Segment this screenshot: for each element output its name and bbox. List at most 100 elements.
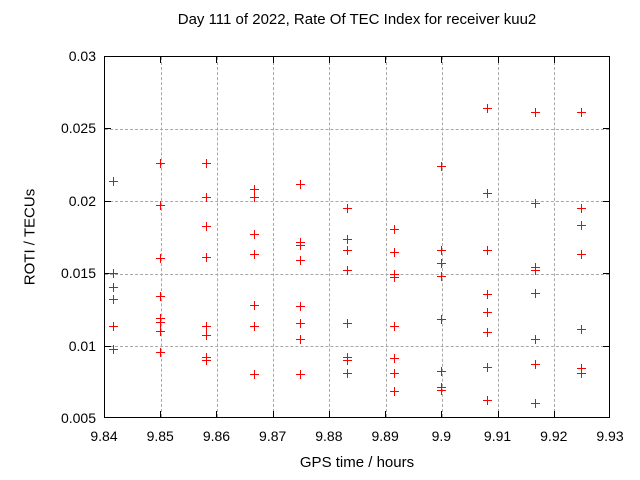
data-point-marker bbox=[530, 359, 540, 369]
data-point-marker bbox=[577, 107, 587, 117]
data-point-marker bbox=[249, 300, 259, 310]
x-tick-label: 9.85 bbox=[146, 428, 174, 444]
y-axis-label: ROTI / TECUs bbox=[21, 188, 39, 286]
x-tick-mark-bottom bbox=[216, 411, 218, 417]
vertical-gridline bbox=[441, 57, 443, 417]
data-point-marker bbox=[342, 355, 352, 365]
y-tick-label: 0.02 bbox=[68, 192, 96, 209]
vertical-gridline bbox=[554, 57, 556, 417]
y-tick-mark-right bbox=[603, 345, 609, 347]
y-tick-label: 0.005 bbox=[60, 410, 96, 426]
data-point-marker bbox=[202, 330, 212, 340]
data-point-marker bbox=[577, 203, 587, 213]
x-tick-mark-bottom bbox=[160, 411, 162, 417]
data-point-marker bbox=[342, 319, 352, 329]
data-point-marker bbox=[483, 189, 493, 199]
data-point-marker bbox=[436, 245, 446, 255]
data-point-marker bbox=[249, 229, 259, 239]
x-tick-mark-top bbox=[441, 57, 443, 63]
data-point-marker bbox=[483, 362, 493, 372]
data-point-marker bbox=[483, 396, 493, 406]
x-tick-mark-top bbox=[553, 57, 555, 63]
y-tick-label: 0.03 bbox=[68, 48, 96, 64]
y-tick-mark-right bbox=[603, 200, 609, 202]
data-point-marker bbox=[483, 328, 493, 338]
data-point-marker bbox=[249, 193, 259, 203]
x-tick-mark-bottom bbox=[272, 411, 274, 417]
data-point-marker bbox=[530, 265, 540, 275]
data-point-marker bbox=[202, 322, 212, 332]
data-point-marker bbox=[483, 307, 493, 317]
x-tick-mark-bottom bbox=[441, 411, 443, 417]
data-point-marker bbox=[530, 107, 540, 117]
x-tick-label: 9.87 bbox=[259, 428, 287, 444]
horizontal-gridline bbox=[105, 201, 609, 203]
data-point-marker bbox=[436, 271, 446, 281]
data-point-marker bbox=[155, 291, 165, 301]
data-point-marker bbox=[202, 355, 212, 365]
data-point-marker bbox=[109, 294, 119, 304]
horizontal-gridline bbox=[105, 128, 609, 130]
data-point-marker bbox=[530, 199, 540, 209]
horizontal-gridline bbox=[105, 346, 609, 348]
y-tick-mark-right bbox=[603, 128, 609, 130]
data-point-marker bbox=[109, 268, 119, 278]
data-point-marker bbox=[155, 158, 165, 168]
x-tick-label: 9.84 bbox=[90, 428, 118, 444]
data-point-marker bbox=[249, 249, 259, 259]
data-point-marker bbox=[530, 288, 540, 298]
x-tick-mark-top bbox=[216, 57, 218, 63]
data-point-marker bbox=[342, 203, 352, 213]
data-point-marker bbox=[483, 245, 493, 255]
x-tick-label: 9.93 bbox=[596, 428, 624, 444]
data-point-marker bbox=[296, 241, 306, 251]
data-point-marker bbox=[342, 235, 352, 245]
y-tick-mark-left bbox=[105, 200, 111, 202]
data-point-marker bbox=[577, 220, 587, 230]
vertical-gridline bbox=[385, 57, 387, 417]
data-point-marker bbox=[202, 252, 212, 262]
y-tick-mark-left bbox=[105, 273, 111, 275]
data-point-marker bbox=[155, 317, 165, 327]
data-point-marker bbox=[436, 367, 446, 377]
x-tick-label: 9.88 bbox=[315, 428, 343, 444]
data-point-marker bbox=[155, 326, 165, 336]
data-point-marker bbox=[436, 258, 446, 268]
data-point-marker bbox=[390, 322, 400, 332]
data-point-marker bbox=[296, 180, 306, 190]
data-point-marker bbox=[296, 302, 306, 311]
data-point-marker bbox=[390, 225, 400, 235]
x-tick-mark-top bbox=[497, 57, 499, 63]
data-point-marker bbox=[436, 385, 446, 395]
x-tick-mark-top bbox=[272, 57, 274, 63]
data-point-marker bbox=[390, 248, 400, 258]
data-point-marker bbox=[577, 325, 587, 335]
y-tick-label: 0.025 bbox=[60, 120, 96, 137]
vertical-gridline bbox=[160, 57, 162, 417]
x-tick-label: 9.91 bbox=[483, 428, 512, 444]
data-point-marker bbox=[296, 370, 306, 380]
x-tick-label: 9.89 bbox=[371, 428, 399, 444]
vertical-gridline bbox=[498, 57, 500, 417]
data-point-marker bbox=[202, 158, 212, 168]
data-point-marker bbox=[483, 290, 493, 300]
x-tick-label: 9.9 bbox=[431, 428, 452, 444]
data-point-marker bbox=[390, 368, 400, 378]
data-point-marker bbox=[249, 370, 259, 380]
vertical-gridline bbox=[273, 57, 275, 417]
data-point-marker bbox=[342, 265, 352, 275]
y-tick-label: 0.01 bbox=[68, 337, 96, 354]
data-point-marker bbox=[249, 322, 259, 332]
data-point-marker bbox=[109, 345, 119, 355]
y-tick-mark-left bbox=[105, 128, 111, 130]
x-tick-label: 9.92 bbox=[540, 428, 568, 444]
data-point-marker bbox=[390, 387, 400, 397]
data-point-marker bbox=[155, 348, 165, 358]
chart-title: Day 111 of 2022, Rate Of TEC Index for r… bbox=[177, 11, 537, 28]
data-point-marker bbox=[436, 315, 446, 325]
horizontal-gridline bbox=[105, 273, 609, 275]
x-axis-label: GPS time / hours bbox=[299, 454, 415, 471]
y-tick-mark-left bbox=[105, 345, 111, 347]
data-point-marker bbox=[296, 319, 306, 329]
